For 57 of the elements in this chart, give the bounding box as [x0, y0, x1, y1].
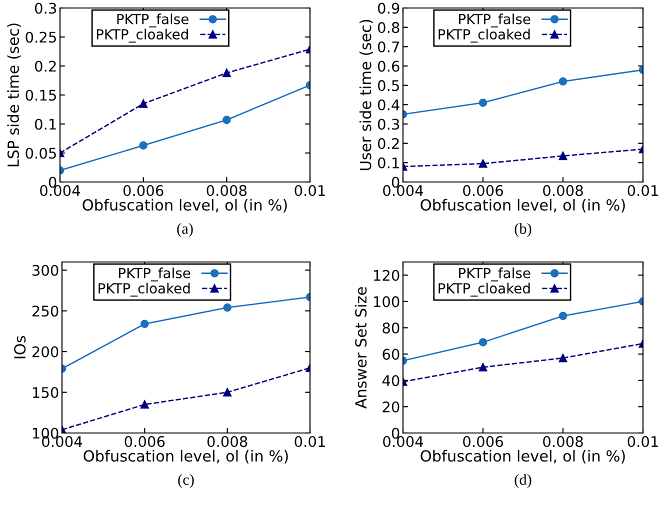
y-tick-label: 80 — [382, 322, 400, 334]
text: (a) — [177, 223, 193, 237]
x-tick-label: 0.006 — [463, 185, 503, 196]
legend-label: PKTP_cloaked — [98, 282, 190, 297]
legend-label: PKTP_cloaked — [438, 28, 530, 43]
y-axis-title: IOs — [14, 336, 26, 358]
y-axis-title: LSP side time (sec) — [7, 24, 21, 166]
legend-label: PKTP_false — [459, 268, 530, 282]
x-tick-label: 0.006 — [463, 436, 503, 448]
y-tick-label: 0.6 — [378, 60, 400, 72]
y-tick-label: 0.3 — [34, 2, 56, 14]
y-tick-label: 0.1 — [34, 118, 56, 130]
y-tick-label: 100 — [374, 296, 400, 308]
y-tick-label: 60 — [382, 348, 400, 360]
x-tick-label: 0.008 — [543, 185, 583, 196]
y-tick-label: 200 — [32, 346, 58, 358]
x-tick-label: 0.01 — [628, 436, 658, 448]
y-tick-label: 0.8 — [378, 22, 400, 34]
y-axis-title: User side time (sec) — [359, 20, 374, 170]
x-tick-label: 0.008 — [207, 436, 248, 448]
y-tick-label: 250 — [32, 306, 58, 317]
x-axis-title: Obfuscation level, ol (in %) — [84, 450, 288, 464]
y-tick-label: 300 — [32, 264, 58, 276]
text: (b) — [514, 223, 532, 237]
y-tick-label: 40 — [382, 375, 400, 386]
y-tick-label: 0.25 — [26, 32, 56, 43]
x-tick-label: 0.01 — [294, 436, 325, 448]
y-axis-title: Answer Set Size — [354, 287, 367, 409]
text: (d) — [514, 474, 532, 488]
x-tick-label: 0.01 — [294, 185, 325, 196]
y-tick-label: 0.4 — [378, 99, 400, 110]
y-tick-label: 0.05 — [26, 148, 56, 159]
legend-label: PKTP_false — [117, 14, 188, 28]
x-axis-title: Obfuscation level, ol (in %) — [420, 198, 625, 213]
y-tick-label: 0.7 — [378, 41, 399, 52]
y-tick-label: 150 — [32, 387, 58, 398]
x-tick-label: 0.006 — [123, 185, 164, 196]
y-tick-label: 20 — [382, 401, 400, 412]
x-axis-title: Obfuscation level, ol (in %) — [420, 450, 625, 464]
legend-label: PKTP_cloaked — [96, 28, 188, 43]
legend-label: PKTP_false — [119, 268, 190, 282]
y-tick-label: 0.2 — [378, 138, 399, 150]
x-tick-label: 0.008 — [543, 436, 583, 448]
y-tick-label: 0.3 — [378, 118, 400, 130]
x-tick-label: 0.008 — [206, 185, 247, 196]
y-tick-label: 0.15 — [26, 90, 56, 101]
legend-label: PKTP_cloaked — [438, 282, 530, 297]
y-tick-label: 0.2 — [34, 60, 56, 72]
legend-label: PKTP_false — [459, 14, 530, 28]
x-tick-label: 0.006 — [124, 436, 165, 448]
y-tick-label: 120 — [374, 270, 400, 281]
y-tick-label: 0.1 — [378, 157, 399, 168]
y-tick-label: 0.5 — [378, 80, 399, 92]
x-axis-title: Obfuscation level, ol (in %) — [82, 198, 287, 213]
text: (c) — [178, 474, 194, 488]
y-tick-label: 0.9 — [378, 2, 400, 14]
x-tick-label: 0.01 — [628, 185, 658, 196]
